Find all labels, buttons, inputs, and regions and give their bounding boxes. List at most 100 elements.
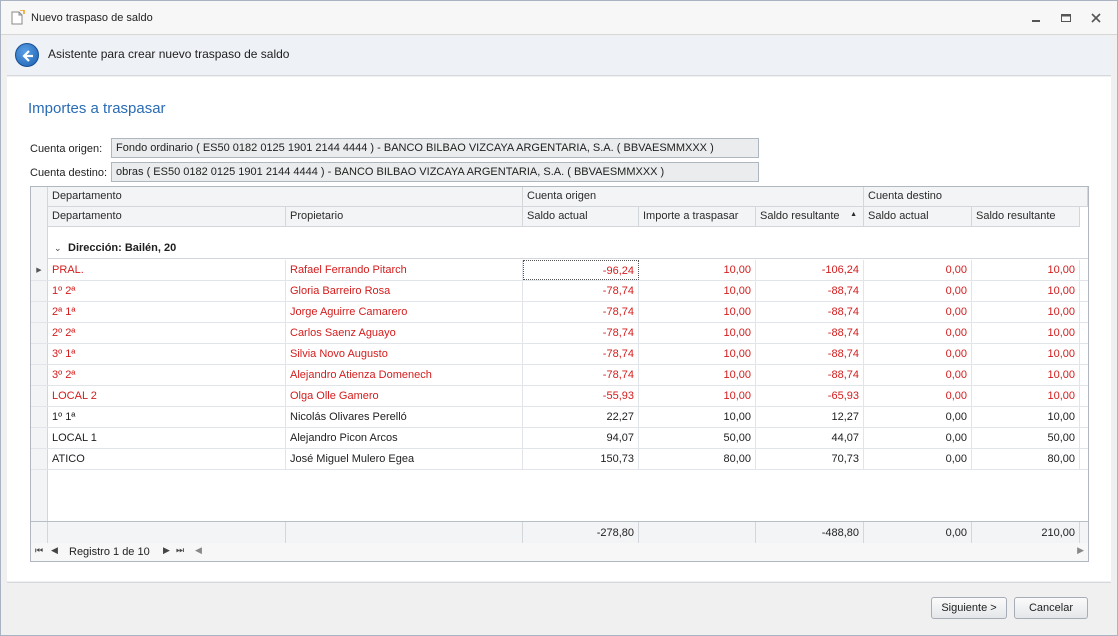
cell-importe[interactable]: 10,00: [639, 302, 756, 322]
scroll-right-icon[interactable]: ▶: [1077, 545, 1084, 555]
col-header-propietario[interactable]: Propietario: [286, 207, 523, 227]
totals-propietario: [286, 522, 523, 543]
cell-dest-saldo-resultante: 80,00: [972, 449, 1080, 469]
cell-propietario: Jorge Aguirre Camarero: [286, 302, 523, 322]
cell-importe[interactable]: 10,00: [639, 407, 756, 427]
cell-propietario: José Miguel Mulero Egea: [286, 449, 523, 469]
row-indicator[interactable]: [31, 344, 48, 364]
cell-saldo-resultante: -88,74: [756, 344, 864, 364]
back-arrow-icon[interactable]: [15, 43, 39, 67]
restore-icon[interactable]: [1058, 11, 1074, 25]
table-row[interactable]: LOCAL 2 Olga Olle Gamero -55,93 10,00 -65,93…: [31, 386, 1088, 407]
cell-saldo-actual: -78,74: [523, 281, 639, 301]
cell-saldo-resultante: -88,74: [756, 323, 864, 343]
current-row-indicator-icon[interactable]: ▶: [31, 260, 48, 280]
window-title: Nuevo traspaso de saldo: [31, 12, 153, 24]
table-row[interactable]: ATICO José Miguel Mulero Egea 150,73 80,00 7…: [31, 449, 1088, 470]
band-cuenta-origen: Cuenta origen: [523, 187, 864, 207]
table-row[interactable]: 2ª 1ª Jorge Aguirre Camarero -78,74 10,00 -8…: [31, 302, 1088, 323]
cell-departamento: LOCAL 2: [48, 386, 286, 406]
scroll-left-icon[interactable]: ◀: [195, 545, 202, 555]
prev-record-icon[interactable]: ◀: [51, 545, 58, 555]
totals-indicator: [31, 522, 48, 543]
document-icon: [11, 9, 25, 25]
cell-importe[interactable]: 50,00: [639, 428, 756, 448]
cancel-button[interactable]: Cancelar: [1014, 597, 1088, 619]
col-header-saldo-resultante[interactable]: Saldo resultante ▲: [756, 207, 864, 227]
cell-dest-saldo-resultante: 10,00: [972, 260, 1080, 280]
totals-saldo-resultante: -488,80: [756, 522, 864, 543]
col-header-departamento[interactable]: Departamento: [48, 207, 286, 227]
next-record-icon[interactable]: ▶: [163, 545, 170, 555]
cell-saldo-resultante: -88,74: [756, 365, 864, 385]
group-row[interactable]: ⌄ Dirección: Bailén, 20: [48, 239, 1088, 259]
col-header-importe[interactable]: Importe a traspasar: [639, 207, 756, 227]
table-row[interactable]: LOCAL 1 Alejandro Picon Arcos 94,07 50,00 44…: [31, 428, 1088, 449]
cell-importe[interactable]: 10,00: [639, 281, 756, 301]
row-indicator[interactable]: [31, 407, 48, 427]
cell-saldo-actual: 94,07: [523, 428, 639, 448]
chevron-down-icon[interactable]: ⌄: [54, 243, 62, 253]
cell-importe[interactable]: 10,00: [639, 260, 756, 280]
cell-dest-saldo-actual: 0,00: [864, 260, 972, 280]
next-button[interactable]: Siguiente >: [931, 597, 1007, 619]
cell-propietario: Carlos Saenz Aguayo: [286, 323, 523, 343]
row-indicator[interactable]: [31, 365, 48, 385]
cell-saldo-actual: -78,74: [523, 365, 639, 385]
cell-departamento: 2º 2ª: [48, 323, 286, 343]
row-indicator[interactable]: [31, 449, 48, 469]
cell-propietario: Rafael Ferrando Pitarch: [286, 260, 523, 280]
dest-account-field: obras ( ES50 0182 0125 1901 2144 4444 ) …: [111, 162, 759, 182]
col-header-saldo-actual[interactable]: Saldo actual: [523, 207, 639, 227]
minimize-icon[interactable]: [1028, 11, 1044, 25]
totals-dest-saldo-resultante: 210,00: [972, 522, 1080, 543]
row-indicator[interactable]: [31, 323, 48, 343]
sort-ascending-icon: ▲: [850, 211, 857, 218]
table-row[interactable]: 1º 1ª Nicolás Olivares Perelló 22,27 10,00 1…: [31, 407, 1088, 428]
col-header-saldo-resultante-label: Saldo resultante: [760, 210, 840, 222]
cell-propietario: Alejandro Picon Arcos: [286, 428, 523, 448]
totals-departamento: [48, 522, 286, 543]
cell-departamento: 2ª 1ª: [48, 302, 286, 322]
table-row[interactable]: ▶ PRAL. Rafael Ferrando Pitarch -96,24 10,00…: [31, 260, 1088, 281]
cell-importe[interactable]: 10,00: [639, 344, 756, 364]
col-header-dest-saldo-resultante[interactable]: Saldo resultante: [972, 207, 1080, 227]
row-indicator[interactable]: [31, 386, 48, 406]
cell-saldo-resultante: -65,93: [756, 386, 864, 406]
cell-importe[interactable]: 10,00: [639, 323, 756, 343]
wizard-footer: Siguiente > Cancelar: [7, 582, 1111, 631]
col-header-dest-saldo-actual[interactable]: Saldo actual: [864, 207, 972, 227]
last-record-icon[interactable]: ⏭: [176, 545, 185, 555]
band-departamento: Departamento: [48, 187, 523, 207]
row-indicator[interactable]: [31, 428, 48, 448]
table-row[interactable]: 3º 1ª Silvia Novo Augusto -78,74 10,00 -88,7…: [31, 344, 1088, 365]
cell-importe[interactable]: 10,00: [639, 365, 756, 385]
cell-saldo-actual: 150,73: [523, 449, 639, 469]
close-icon[interactable]: [1088, 11, 1104, 25]
wizard-title: Asistente para crear nuevo traspaso de s…: [48, 47, 290, 61]
cell-saldo-resultante: 70,73: [756, 449, 864, 469]
cell-importe[interactable]: 80,00: [639, 449, 756, 469]
row-indicator[interactable]: [31, 302, 48, 322]
first-record-icon[interactable]: ⏮: [35, 545, 44, 555]
title-bar: Nuevo traspaso de saldo: [1, 1, 1117, 35]
dest-account-label: Cuenta destino:: [30, 167, 108, 179]
cell-importe[interactable]: 10,00: [639, 386, 756, 406]
wizard-header: Asistente para crear nuevo traspaso de s…: [7, 36, 1111, 76]
cell-dest-saldo-actual: 0,00: [864, 323, 972, 343]
cell-dest-saldo-actual: 0,00: [864, 302, 972, 322]
row-indicator[interactable]: [31, 281, 48, 301]
grid-indicator-header: [31, 187, 48, 227]
group-label: Dirección: Bailén, 20: [68, 242, 177, 254]
cell-propietario: Nicolás Olivares Perelló: [286, 407, 523, 427]
table-row[interactable]: 1º 2ª Gloria Barreiro Rosa -78,74 10,00 -88,…: [31, 281, 1088, 302]
cell-saldo-resultante: -106,24: [756, 260, 864, 280]
cell-dest-saldo-actual: 0,00: [864, 428, 972, 448]
cell-dest-saldo-resultante: 10,00: [972, 365, 1080, 385]
section-title: Importes a traspasar: [28, 100, 166, 117]
table-row[interactable]: 3º 2ª Alejandro Atienza Domenech -78,74 10,…: [31, 365, 1088, 386]
cell-propietario: Silvia Novo Augusto: [286, 344, 523, 364]
cell-departamento: 1º 1ª: [48, 407, 286, 427]
table-row[interactable]: 2º 2ª Carlos Saenz Aguayo -78,74 10,00 -88,7…: [31, 323, 1088, 344]
